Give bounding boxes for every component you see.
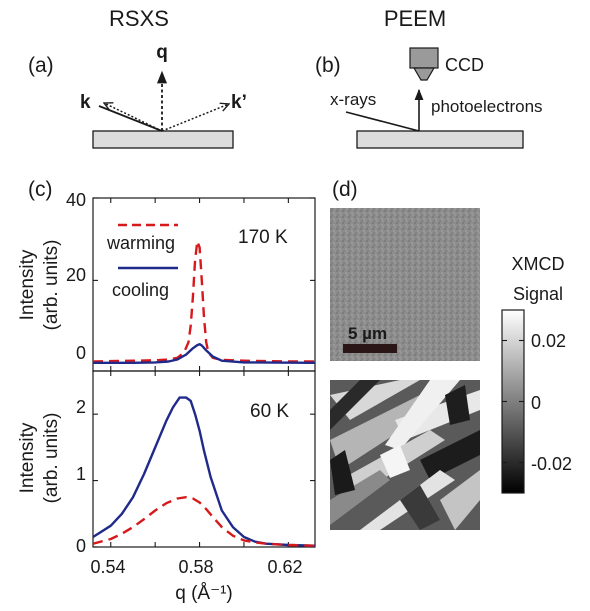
series-group-top <box>93 240 315 364</box>
xray-beam <box>345 111 420 132</box>
ccd-label: CCD <box>445 55 484 75</box>
tick-marks-bottom <box>93 371 315 548</box>
k-vector-arrow <box>104 103 163 132</box>
ccd-lens-icon <box>412 67 436 81</box>
colorbar-ticks <box>502 339 524 464</box>
ytick-label: 1 <box>76 464 86 484</box>
sample-slab-peem <box>356 130 524 149</box>
scale-bar <box>343 344 397 353</box>
ylabel-line1-bottom: Intensity <box>17 422 38 493</box>
xmcd-image-170k <box>330 208 480 361</box>
series-line-warming <box>93 240 315 363</box>
temperature-annotation: 60 K <box>250 401 289 422</box>
panel-label-d: (d) <box>332 178 358 201</box>
panel-label-c: (c) <box>28 178 53 201</box>
chart-170k: 40 20 0 Intensity (arb. units) 170 K war… <box>17 190 316 372</box>
xlabel: q (Å⁻¹) <box>175 583 233 604</box>
k-label: k <box>80 92 91 113</box>
xtick-label: 0.62 <box>267 557 302 577</box>
colorbar: XMCD Signal 0.02 0 -0.02 <box>501 254 572 494</box>
kprime-label: k’ <box>231 92 247 113</box>
peem-image-warm: 5 µm <box>330 208 480 361</box>
legend-warming-label: warming <box>106 233 175 253</box>
colorbar-title-line2: Signal <box>513 284 563 304</box>
header-rsxs: RSXS <box>109 6 169 31</box>
header-peem: PEEM <box>384 6 446 31</box>
ytick-label: 40 <box>66 190 86 210</box>
colorbar-title-line1: XMCD <box>512 254 565 274</box>
plot-frame-bottom <box>92 370 316 548</box>
ytick-label: 0 <box>76 536 86 556</box>
sample-slab <box>92 130 234 149</box>
temperature-annotation: 170 K <box>238 227 288 248</box>
schematic-rsxs: q k k’ <box>80 42 247 149</box>
incident-beam <box>98 105 163 132</box>
series-group-bottom <box>93 396 315 547</box>
ytick-label: 0 <box>76 343 86 363</box>
legend-cooling-label: cooling <box>112 280 169 300</box>
kprime-vector-arrow <box>161 104 229 132</box>
series-line-warming <box>93 496 315 547</box>
panel-label-a: (a) <box>28 54 54 77</box>
scale-bar-label: 5 µm <box>348 324 387 343</box>
q-label: q <box>156 42 168 63</box>
peem-image-cold <box>330 380 480 530</box>
ytick-label: 20 <box>66 265 86 285</box>
series-line-cooling <box>93 396 315 547</box>
colorbar-tick-label: 0.02 <box>531 331 566 351</box>
xtick-label: 0.54 <box>90 557 125 577</box>
domain-pattern <box>330 380 480 530</box>
ylabel-line1: Intensity <box>17 249 38 320</box>
xtick-label: 0.58 <box>178 557 213 577</box>
ccd-icon <box>409 47 439 69</box>
ylabel-line2: (arb. units) <box>41 240 62 331</box>
photoelectrons-label: photoelectrons <box>431 97 543 116</box>
series-line-cooling <box>93 343 315 364</box>
colorbar-tick-label: 0 <box>531 393 541 413</box>
ylabel-line2-bottom: (arb. units) <box>41 413 62 504</box>
ytick-label: 2 <box>76 397 86 417</box>
colorbar-tick-label: -0.02 <box>531 454 572 474</box>
schematic-peem: CCD x-rays photoelectrons <box>330 47 543 149</box>
panel-label-b: (b) <box>315 54 341 77</box>
chart-60k: 2 1 0 0.54 0.58 0.62 q (Å⁻¹) Intensity (… <box>17 370 316 604</box>
xrays-label: x-rays <box>330 90 376 109</box>
